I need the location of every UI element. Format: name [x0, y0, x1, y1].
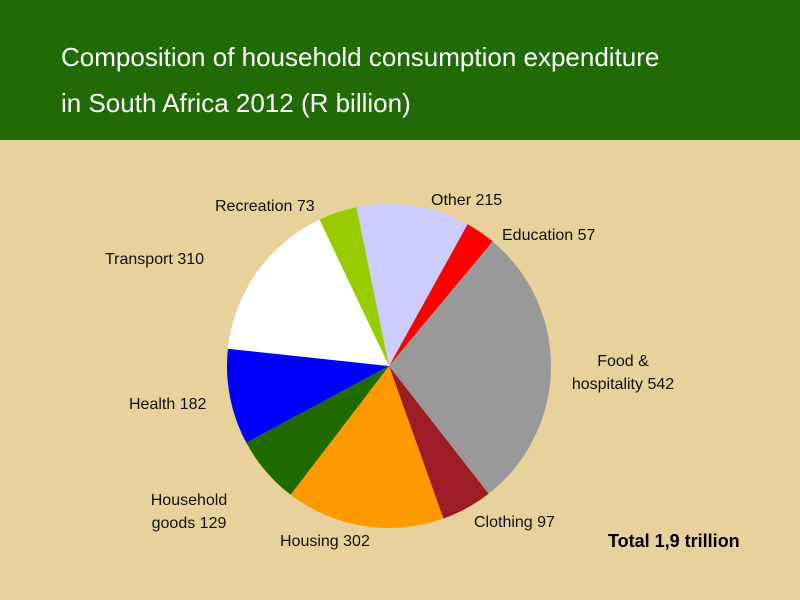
- pie-slice-health: [226, 348, 389, 443]
- chart-title-line-2: in South Africa 2012 (R billion): [61, 88, 411, 118]
- slice-label-education: Education 57: [502, 227, 596, 244]
- pie-slice-recreation: [319, 207, 389, 366]
- slice-label-clothing: Clothing 97: [474, 514, 555, 531]
- pie-slice-other: [356, 203, 468, 366]
- chart-title-line-1: Composition of household consumption exp…: [61, 42, 660, 72]
- title-banner: Composition of household consumption exp…: [0, 0, 800, 140]
- pie-slice-housing: [290, 366, 444, 528]
- slice-label-transport: Transport 310: [105, 251, 204, 268]
- pie-slice-education: [389, 224, 493, 366]
- pie-slice-household-goods: [246, 366, 389, 495]
- pie-labels: Education 57 Food & hospitality 542 Clothin…: [105, 192, 674, 550]
- slice-label-other: Other 215: [431, 192, 502, 209]
- pie-slice-clothing: [389, 366, 489, 519]
- pie-slices: [226, 203, 551, 528]
- pie-slice-transport: [227, 219, 389, 366]
- slice-label-housing: Housing 302: [280, 533, 370, 550]
- slice-label-household-goods: Household goods 129: [151, 492, 228, 532]
- total-annotation: Total 1,9 trillion: [608, 531, 740, 551]
- slice-label-health: Health 182: [129, 396, 206, 413]
- pie-slice-food-hospitality: [389, 241, 551, 494]
- slice-label-recreation: Recreation 73: [215, 198, 315, 215]
- slice-label-food-hospitality: Food & hospitality 542: [572, 353, 674, 393]
